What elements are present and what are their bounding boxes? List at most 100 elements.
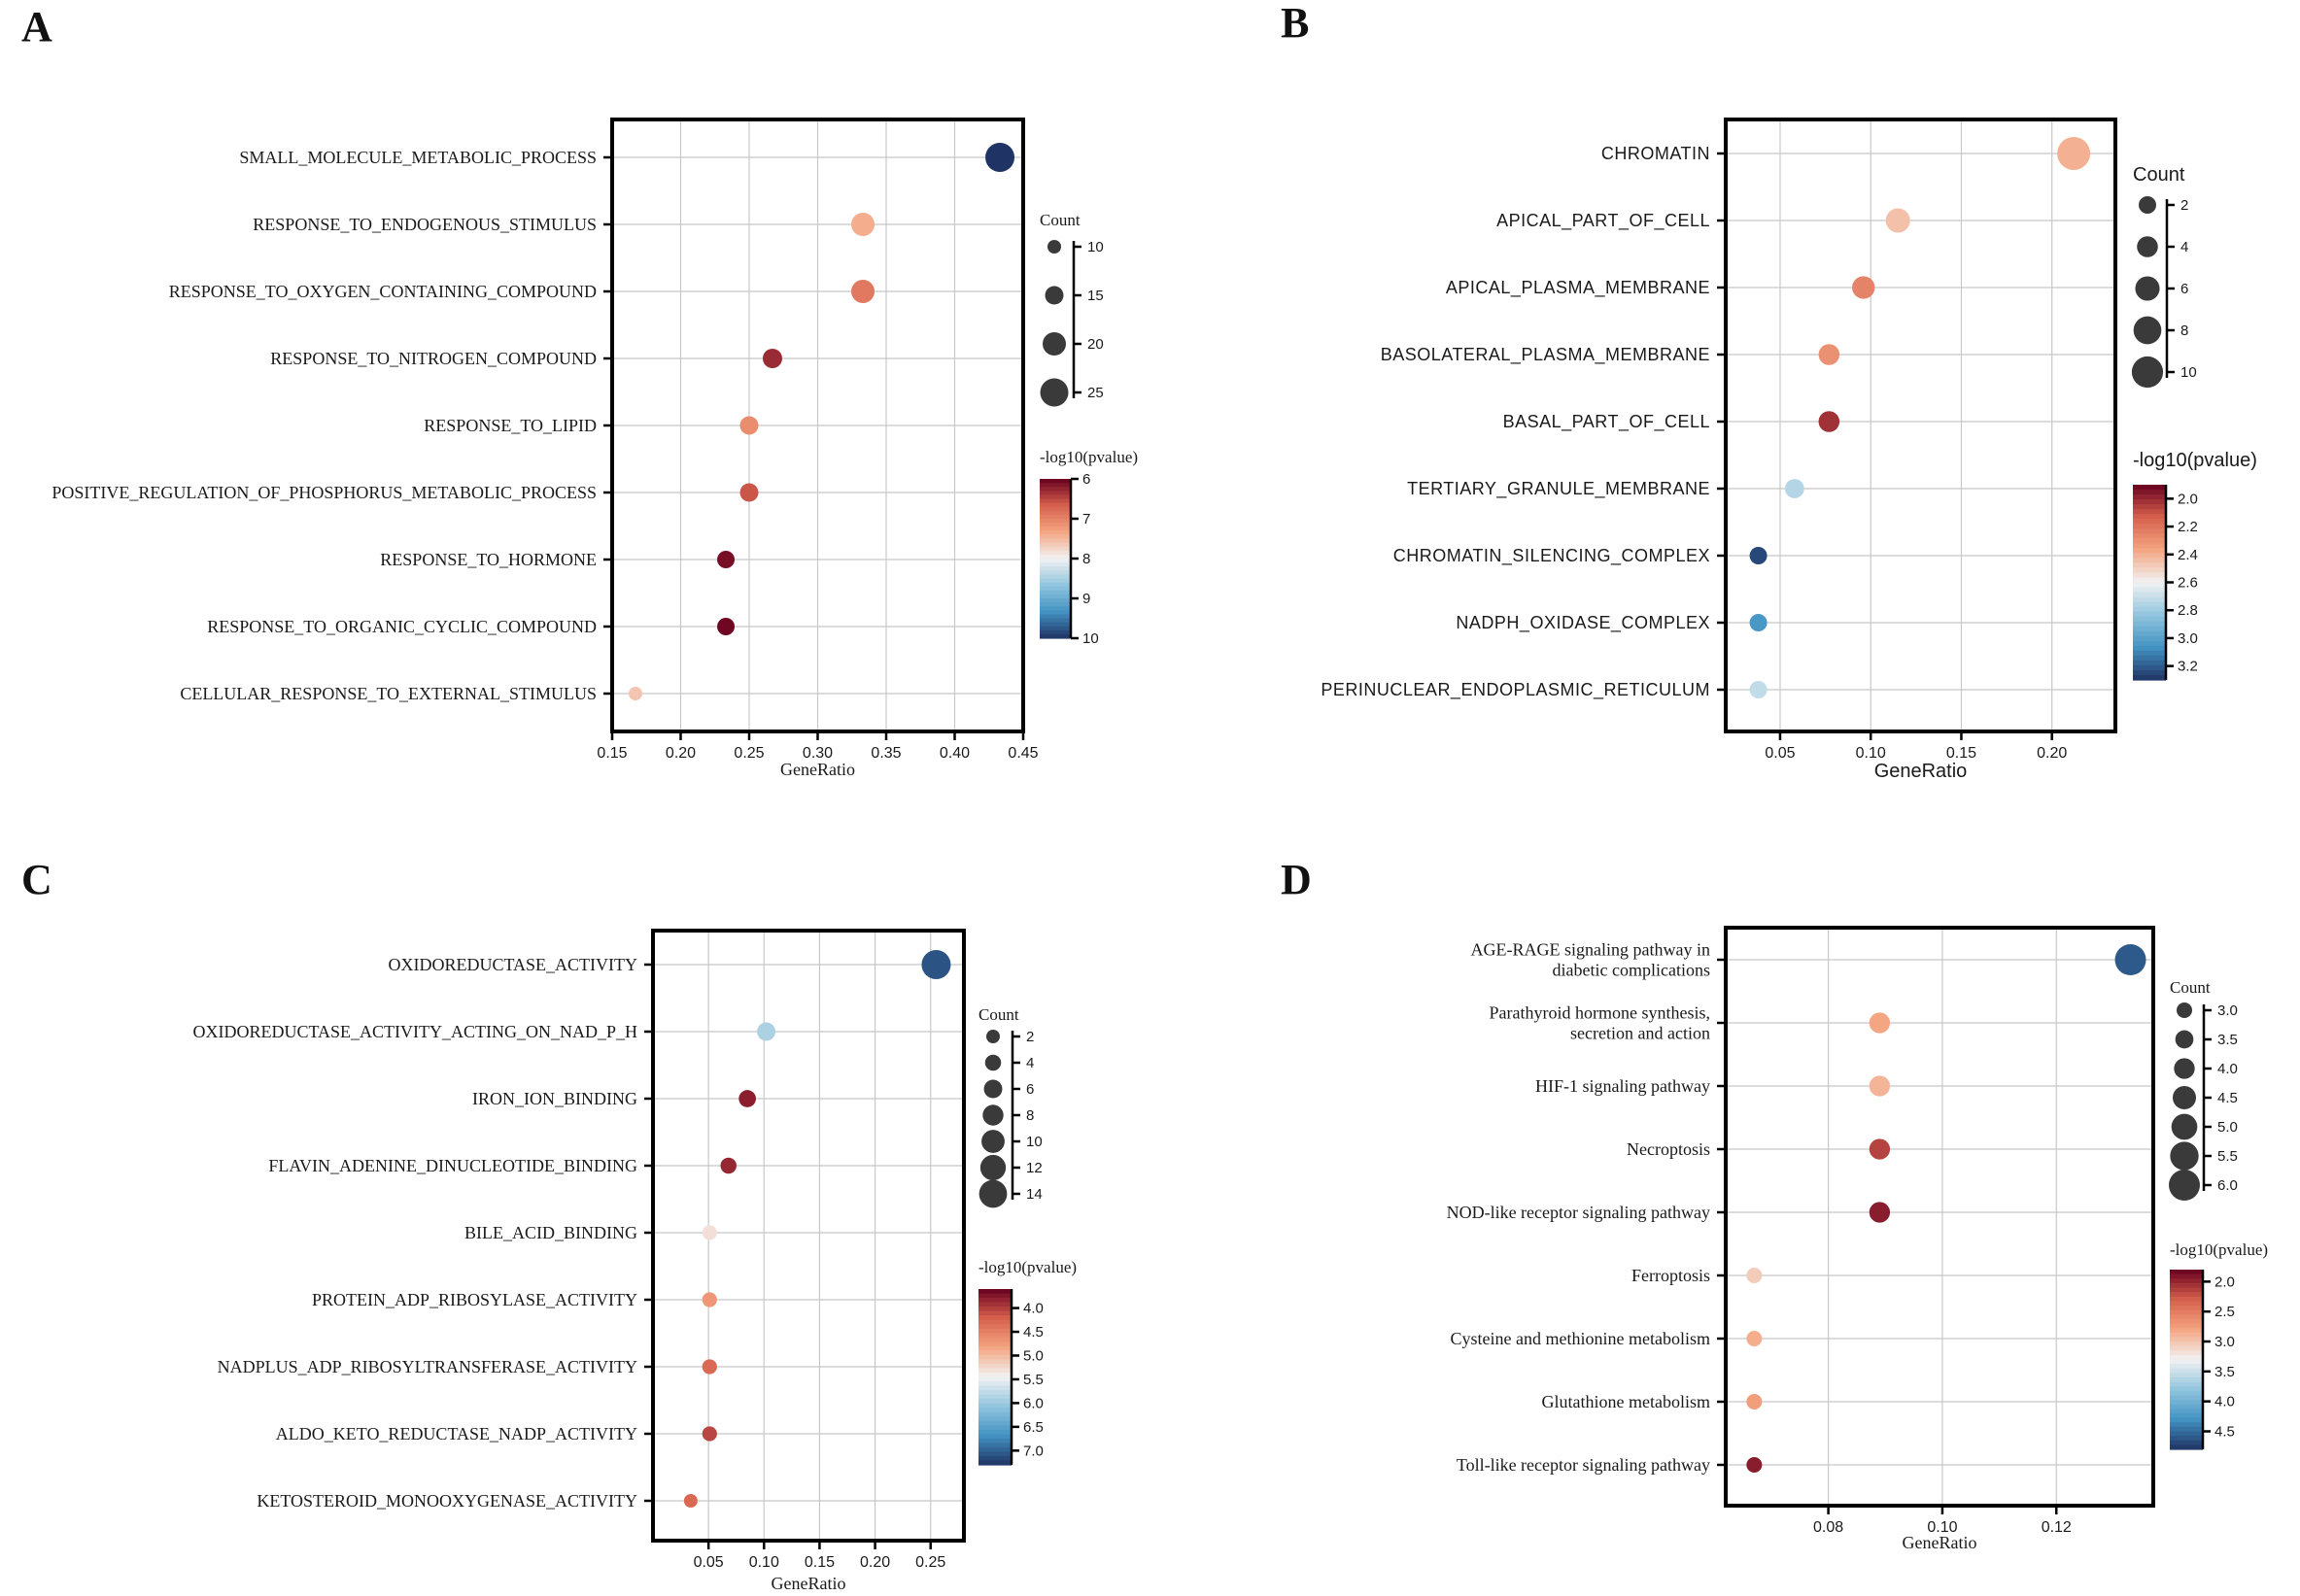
panel-label-a: A [21, 3, 52, 51]
colorbar-segment [2170, 1301, 2203, 1307]
colorbar-segment [978, 1420, 1012, 1426]
colorbar-segment [1040, 498, 1071, 504]
data-point [738, 1090, 756, 1107]
data-point [1749, 614, 1768, 631]
data-point [702, 1426, 717, 1442]
x-tick-label: 0.15 [1946, 745, 1976, 762]
category-label: CHROMATIN_SILENCING_COMPLEX [1393, 546, 1710, 566]
colorbar-segment [978, 1390, 1012, 1396]
panel-label-c: C [21, 856, 52, 903]
data-point [1818, 344, 1840, 365]
category-label: RESPONSE_TO_ENDOGENOUS_STIMULUS [253, 215, 597, 234]
size-legend-dot [2137, 236, 2158, 257]
colorbar-segment [2133, 616, 2166, 623]
size-legend-label: 14 [1026, 1186, 1043, 1203]
category-label: Necroptosis [1627, 1139, 1710, 1159]
size-legend-dot [1047, 240, 1061, 254]
category-label: BASOLATERAL_PLASMA_MEMBRANE [1381, 345, 1710, 365]
colorbar-segment [2170, 1354, 2203, 1361]
size-legend-label: 5.5 [2217, 1148, 2238, 1165]
colorbar-segment [2170, 1359, 2203, 1365]
colorbar-segment [2133, 640, 2166, 647]
plot-frame [651, 929, 966, 1543]
data-point [1869, 1138, 1891, 1160]
colorbar-tick-label: 6.0 [1023, 1395, 1044, 1411]
colorbar-segment [1040, 559, 1071, 563]
size-legend-label: 5.0 [2217, 1119, 2238, 1136]
x-axis-title: GeneRatio [1874, 761, 1968, 782]
colorbar-segment [2170, 1287, 2203, 1293]
colorbar-segment [2133, 655, 2166, 662]
colorbar-segment [2133, 601, 2166, 608]
colorbar-segment [1040, 530, 1071, 535]
category-label: RESPONSE_TO_ORGANIC_CYCLIC_COMPOUND [207, 617, 597, 636]
colorbar-segment [978, 1324, 1012, 1330]
colorbar-segment [1040, 494, 1071, 500]
category-label: Cysteine and methionine metabolism [1451, 1329, 1710, 1348]
colorbar-segment [978, 1341, 1012, 1347]
colorbar-segment [1040, 590, 1071, 595]
colorbar-segment [2170, 1409, 2203, 1414]
size-legend-title: Count [1040, 211, 1081, 229]
colorbar-segment [2133, 664, 2166, 671]
colorbar-segment [2133, 611, 2166, 618]
data-point [683, 1494, 698, 1508]
size-legend-dot [2171, 1113, 2198, 1140]
x-tick-label: 0.10 [1856, 745, 1886, 762]
category-label: diabetic complications [1553, 961, 1710, 980]
category-label: ALDO_KETO_REDUCTASE_NADP_ACTIVITY [276, 1424, 637, 1443]
data-point [1746, 1268, 1763, 1283]
data-point [739, 483, 759, 502]
colorbar-segment [978, 1333, 1012, 1339]
category-label: SMALL_MOLECULE_METABOLIC_PROCESS [239, 148, 597, 167]
category-label: HIF-1 signaling pathway [1535, 1076, 1710, 1096]
x-axis-title: GeneRatio [1903, 1533, 1977, 1552]
colorbar-segment [978, 1403, 1012, 1409]
colorbar-segment [2133, 626, 2166, 632]
data-point [1746, 1331, 1763, 1346]
size-legend-dot [2135, 276, 2160, 301]
colorbar-segment [2133, 558, 2166, 563]
colorbar-segment [2170, 1337, 2203, 1342]
colorbar-tick-label: 5.5 [1023, 1372, 1044, 1388]
colorbar-segment [1040, 554, 1071, 560]
colorbar-segment [2170, 1341, 2203, 1347]
colorbar-segment [2170, 1350, 2203, 1356]
category-label: PROTEIN_ADP_RIBOSYLASE_ACTIVITY [312, 1290, 637, 1309]
colorbar-segment [2170, 1417, 2203, 1423]
size-legend-label: 10 [2180, 364, 2197, 381]
size-legend-dot [978, 1179, 1008, 1208]
colorbar-segment [1040, 578, 1071, 584]
colorbar-segment [2133, 621, 2166, 628]
colorbar-segment [978, 1315, 1012, 1321]
colorbar-segment [978, 1429, 1012, 1435]
colorbar-segment [2133, 606, 2166, 613]
category-label: PERINUCLEAR_ENDOPLASMIC_RETICULUM [1321, 680, 1710, 700]
size-legend-dot [2170, 1141, 2199, 1171]
category-label: Glutathione metabolism [1542, 1392, 1710, 1411]
colorbar-segment [1040, 614, 1071, 620]
colorbar-tick-label: 2.6 [2178, 575, 2198, 592]
colorbar-segment [1040, 519, 1071, 524]
size-legend-label: 6 [2180, 281, 2188, 297]
data-point [717, 551, 736, 568]
data-point [702, 1292, 717, 1307]
colorbar-segment [1040, 629, 1071, 635]
category-label: APICAL_PART_OF_CELL [1496, 211, 1710, 231]
panel-c: C OXIDOREDUCTASE_ACTIVITY OXIDOREDUCTASE_A… [21, 856, 1077, 1593]
x-tick-label: 0.40 [940, 745, 970, 762]
colorbar-segment [978, 1345, 1012, 1351]
size-legend-dot [2131, 356, 2164, 389]
colorbar-segment [1040, 574, 1071, 580]
color-legend-title: -log10(pvalue) [2133, 450, 2257, 471]
colorbar-segment [978, 1416, 1012, 1422]
x-tick-label: 0.10 [749, 1554, 779, 1571]
size-legend-label: 12 [1026, 1160, 1043, 1176]
colorbar-segment [2170, 1364, 2203, 1370]
colorbar-segment [1040, 633, 1071, 639]
colorbar-segment [978, 1411, 1012, 1417]
panel-a: A SMALL_MOLECULE_METABOLIC_PROCESS RESPONS… [21, 3, 1138, 779]
colorbar-tick-label: 2.0 [2214, 1273, 2235, 1290]
colorbar-segment [2170, 1395, 2203, 1401]
